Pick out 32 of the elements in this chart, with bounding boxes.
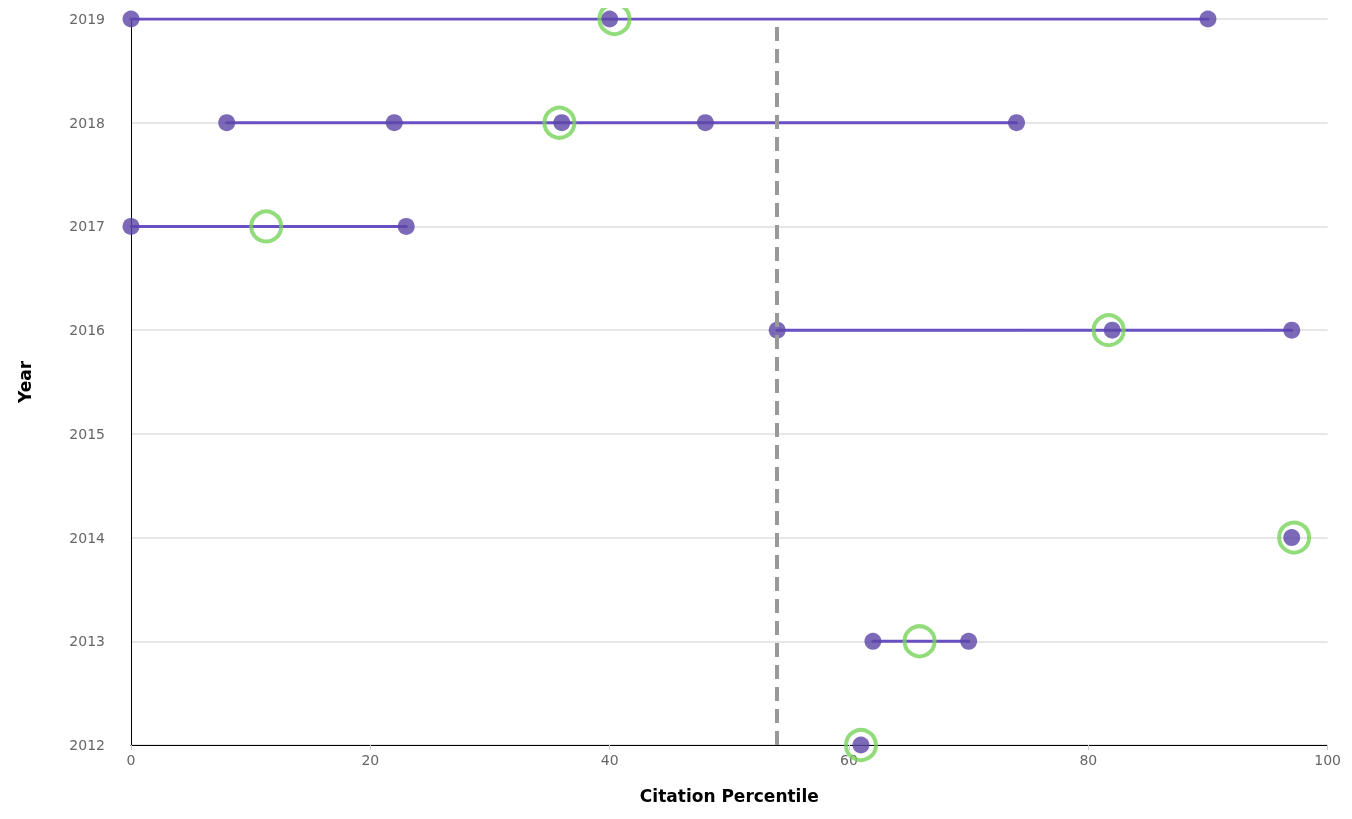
point [397,217,415,235]
y-tick-label: 2013 [69,633,105,650]
point [218,114,236,132]
point [1008,114,1026,132]
point [122,10,140,28]
x-axis-title: Citation Percentile [639,785,819,806]
x-tick-label: 80 [1079,752,1098,768]
point [902,624,937,659]
x-tick-label: 0 [126,752,136,768]
x-tick-label: 40 [600,752,619,768]
y-tick-label: 2012 [69,737,105,753]
y-tick-label: 2015 [69,425,105,442]
y-tick-label: 2016 [69,322,106,339]
point [122,217,140,235]
point [960,632,978,650]
point [385,114,403,132]
point [1277,520,1312,555]
point [1091,313,1126,348]
x-tick-label: 60 [840,752,858,768]
point [1283,321,1301,339]
point [1199,10,1217,28]
point [864,632,882,650]
y-tick-label: 2014 [69,529,106,546]
y-axis-title: Year [14,360,35,405]
y-tick-label: 2019 [69,11,105,27]
x-tick-label: 20 [361,752,380,768]
point [542,105,577,140]
y-tick-label: 2017 [69,218,105,235]
y-tick-label: 2018 [69,114,105,131]
point [696,114,714,132]
x-tick-label: 100 [1314,752,1342,768]
point [249,209,284,244]
